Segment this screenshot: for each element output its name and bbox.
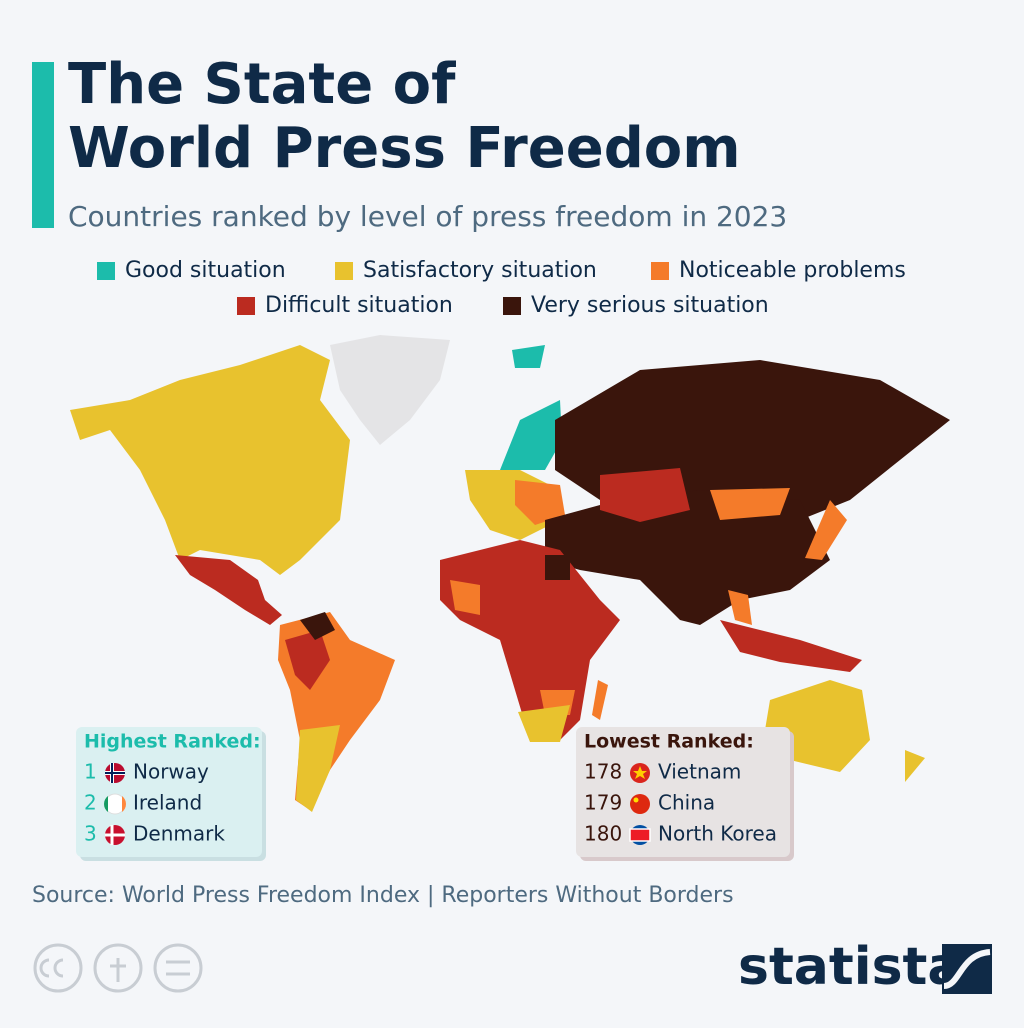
title: World Press Freedom: [68, 116, 741, 181]
country: Denmark: [133, 822, 225, 846]
country: Ireland: [133, 791, 202, 815]
country: [296, 725, 340, 812]
legend-swatch: [97, 262, 115, 280]
flag: [105, 825, 125, 845]
license-icons: [33, 943, 203, 993]
map: [70, 335, 950, 812]
nd-icon: [166, 960, 190, 976]
rank: 179: [584, 791, 622, 815]
title: The State of: [68, 52, 456, 117]
legend-label: Difficult situation: [265, 293, 453, 318]
flag: [629, 828, 651, 842]
legend-swatch: [335, 262, 353, 280]
country: [515, 480, 565, 525]
legend: Good situation Satisfactory situation Noti…: [97, 258, 906, 318]
legend-label: Good situation: [125, 258, 286, 283]
flag: [105, 763, 125, 783]
country: Vietnam: [658, 760, 741, 784]
legend-swatch: [237, 297, 255, 315]
legend-label: Satisfactory situation: [363, 258, 597, 283]
legend-label: Noticeable problems: [679, 258, 906, 283]
flag: [630, 794, 650, 814]
country: [720, 620, 862, 672]
country: Norway: [133, 760, 209, 784]
box: [76, 727, 262, 857]
rank: 3: [84, 822, 97, 846]
country: [70, 345, 350, 575]
logo-icon: [943, 949, 991, 989]
flag: [122, 796, 127, 812]
rank: 2: [84, 791, 97, 815]
country: [592, 680, 608, 720]
country: China: [658, 791, 715, 815]
flag: [103, 796, 108, 812]
accent-bar: [32, 62, 54, 228]
country: North Korea: [658, 822, 777, 846]
rank: 180: [584, 822, 622, 846]
legend-label: Very serious situation: [531, 293, 769, 318]
country: [512, 345, 545, 368]
cc-icon: [39, 958, 64, 978]
by-icon: [93, 943, 143, 993]
country: [330, 335, 450, 445]
by-icon: [110, 958, 126, 982]
country: [518, 705, 570, 742]
country: [545, 490, 830, 625]
box-heading: Highest Ranked:: [84, 731, 261, 753]
flag: [633, 797, 639, 803]
lowest-ranked-box: Lowest Ranked: 178 Vietnam 179 China 180 Nort…: [576, 727, 794, 861]
country: [450, 580, 480, 615]
flag: [633, 766, 647, 779]
source: Source: World Press Freedom Index | Repo…: [32, 883, 734, 908]
legend-swatch: [651, 262, 669, 280]
subtitle: Countries ranked by level of press freed…: [68, 200, 787, 233]
country: [285, 630, 330, 690]
country: [300, 612, 335, 640]
logo: statista: [738, 937, 962, 997]
country: [905, 750, 925, 782]
rank: 1: [84, 760, 97, 784]
box: [576, 727, 790, 857]
box-heading: Lowest Ranked:: [584, 731, 754, 753]
country: [600, 468, 690, 522]
country: [728, 590, 752, 625]
legend-swatch: [503, 297, 521, 315]
highest-ranked-box: Highest Ranked: 1 Norway 2 Ireland 3 Denmark: [76, 727, 266, 861]
country: [175, 555, 282, 625]
country: [545, 555, 570, 580]
nd-icon: [153, 943, 203, 993]
country: [710, 488, 790, 520]
country: [500, 400, 562, 470]
rank: 178: [584, 760, 622, 784]
cc-icon: [33, 943, 83, 993]
country: [805, 500, 847, 560]
